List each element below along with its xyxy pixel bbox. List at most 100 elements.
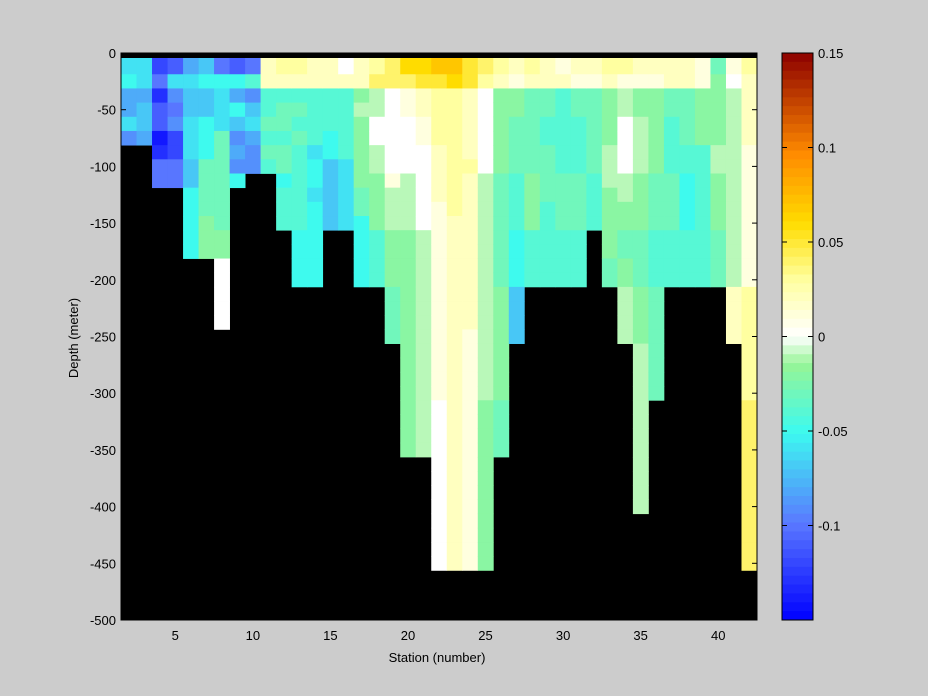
- heatmap-cell: [493, 230, 510, 245]
- heatmap-cell: [508, 301, 525, 316]
- heatmap-cell: [415, 173, 432, 189]
- heatmap-cell: [415, 386, 432, 401]
- heatmap-cell: [555, 88, 572, 104]
- heatmap-cell: [710, 201, 727, 217]
- heatmap-cell: [353, 159, 370, 174]
- heatmap-cell: [214, 88, 230, 104]
- heatmap-cell: [415, 230, 432, 245]
- heatmap-cell: [694, 244, 711, 259]
- heatmap-cell: [462, 244, 479, 259]
- heatmap-cell: [632, 116, 649, 132]
- heatmap-cell: [245, 159, 262, 174]
- heatmap-cell: [276, 216, 293, 231]
- heatmap-cell: [725, 315, 742, 330]
- heatmap-cell: [431, 499, 448, 515]
- heatmap-cell: [338, 116, 355, 132]
- heatmap-cell: [462, 343, 479, 359]
- heatmap-cell: [353, 102, 370, 118]
- heatmap-cell: [462, 173, 479, 189]
- heatmap-cell: [493, 442, 510, 458]
- colorbar-level: [782, 487, 813, 497]
- heatmap-cell: [508, 329, 525, 344]
- colorbar-level: [782, 531, 813, 541]
- heatmap-cell: [462, 145, 479, 160]
- colorbar-level: [782, 602, 813, 612]
- heatmap-cell: [741, 414, 758, 430]
- heatmap-cell: [415, 442, 432, 458]
- heatmap-cell: [539, 230, 556, 245]
- heatmap-cell: [601, 116, 618, 132]
- heatmap-cell: [725, 329, 742, 344]
- heatmap-cell: [741, 371, 758, 387]
- heatmap-cell: [493, 428, 510, 444]
- heatmap-cell: [136, 53, 153, 75]
- heatmap-cell: [632, 329, 649, 344]
- heatmap-cell: [431, 173, 448, 189]
- heatmap-cell: [648, 301, 665, 316]
- heatmap-cell: [214, 159, 230, 174]
- heatmap-cell: [477, 88, 494, 104]
- heatmap-cell: [617, 216, 634, 231]
- heatmap-cell: [617, 187, 634, 203]
- heatmap-cell: [276, 88, 293, 104]
- heatmap-cell: [446, 88, 463, 104]
- heatmap-cell: [508, 130, 525, 146]
- heatmap-cell: [400, 428, 417, 444]
- heatmap-cell: [601, 159, 618, 174]
- heatmap-cell: [446, 102, 463, 118]
- heatmap-cell: [694, 187, 711, 203]
- heatmap-cell: [214, 74, 230, 89]
- heatmap-cell: [307, 201, 324, 217]
- heatmap-cell: [539, 201, 556, 217]
- heatmap-cell: [260, 53, 277, 75]
- heatmap-cell: [632, 230, 649, 245]
- heatmap-cell: [493, 286, 510, 302]
- heatmap-cell: [539, 130, 556, 146]
- heatmap-cell: [555, 173, 572, 189]
- heatmap-cell: [183, 88, 199, 104]
- heatmap-cell: [477, 329, 494, 344]
- heatmap-cell: [431, 74, 448, 89]
- heatmap-cell: [725, 301, 742, 316]
- heatmap-cell: [214, 244, 230, 259]
- heatmap-cell: [462, 556, 479, 571]
- colorbar-level: [782, 256, 813, 267]
- heatmap-cell: [431, 216, 448, 231]
- heatmap-cell: [679, 145, 696, 160]
- heatmap-cell: [493, 301, 510, 316]
- colorbar-level: [782, 451, 813, 462]
- heatmap-cell: [400, 301, 417, 316]
- heatmap-cell: [415, 371, 432, 387]
- heatmap-cell: [245, 130, 262, 146]
- heatmap-cell: [307, 244, 324, 259]
- heatmap-cell: [446, 315, 463, 330]
- heatmap-cell: [322, 187, 339, 203]
- colorbar-level: [782, 150, 813, 160]
- heatmap-cell: [493, 258, 510, 274]
- heatmap-cell: [477, 216, 494, 231]
- heatmap-cell: [508, 244, 525, 259]
- heatmap-cell: [291, 130, 308, 146]
- colorbar-level: [782, 168, 813, 178]
- heatmap-cell: [648, 88, 665, 104]
- heatmap-cell: [446, 471, 463, 486]
- heatmap-cell: [462, 499, 479, 515]
- heatmap-cell: [570, 244, 587, 259]
- heatmap-cell: [338, 88, 355, 104]
- heatmap-cell: [121, 53, 137, 75]
- heatmap-cell: [446, 357, 463, 373]
- heatmap-cell: [555, 187, 572, 203]
- heatmap-cell: [353, 173, 370, 189]
- heatmap-cell: [570, 130, 587, 146]
- heatmap-cell: [632, 485, 649, 500]
- colorbar-level: [782, 239, 813, 249]
- heatmap-cell: [648, 343, 665, 359]
- heatmap-cell: [493, 74, 510, 89]
- colorbar-level: [782, 416, 813, 426]
- colorbar-level: [782, 212, 813, 222]
- heatmap-cell: [508, 258, 525, 274]
- heatmap-cell: [524, 244, 541, 259]
- y-tick-label: -250: [90, 330, 116, 345]
- heatmap-cell: [555, 116, 572, 132]
- heatmap-cell: [183, 74, 199, 89]
